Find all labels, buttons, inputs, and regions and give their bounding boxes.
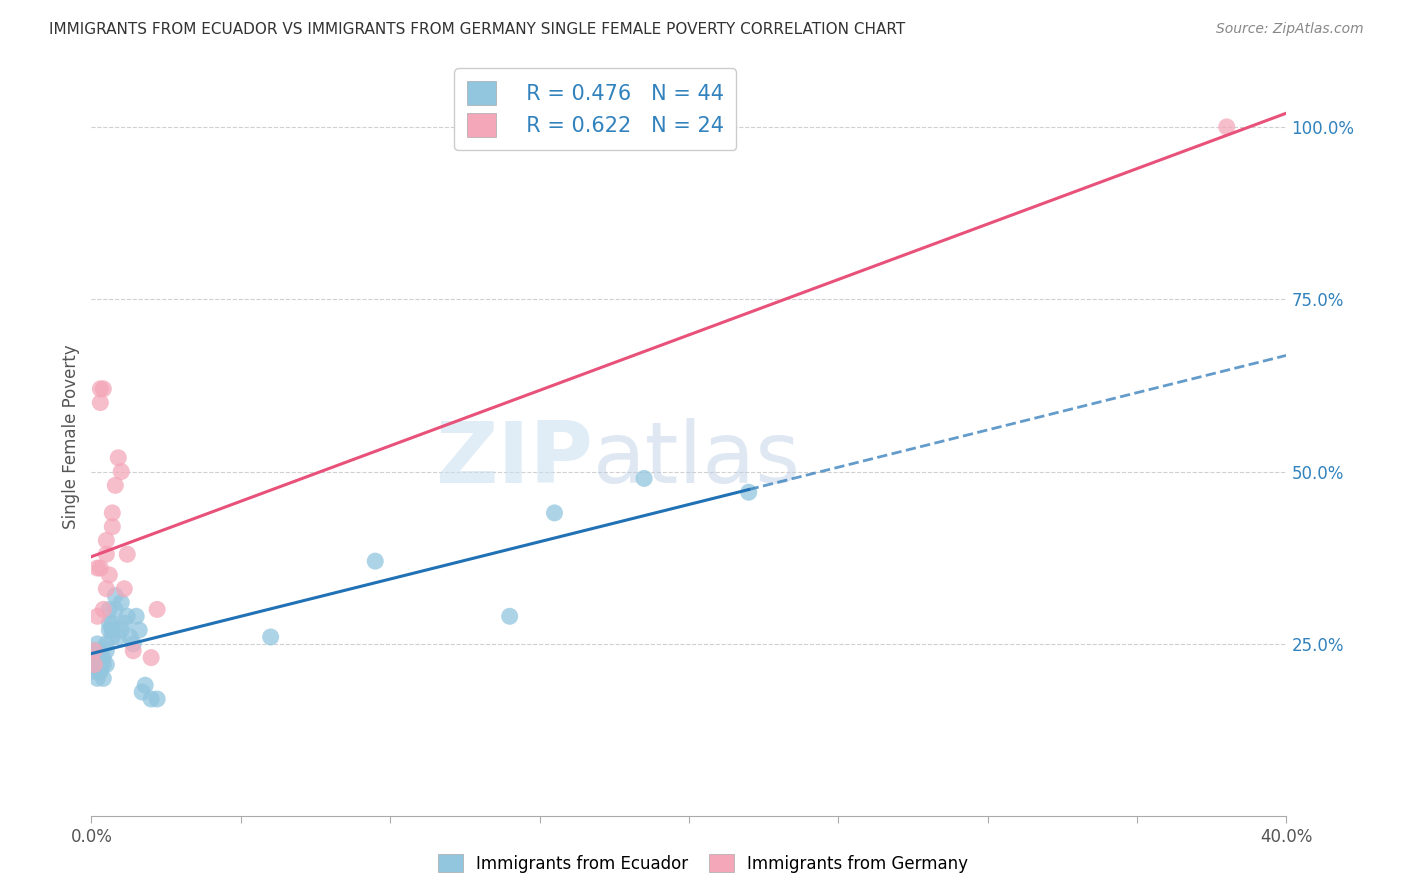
Point	[96, 547, 118, 561]
Point	[141, 650, 163, 665]
Point	[112, 582, 135, 596]
Point	[86, 561, 108, 575]
Point	[104, 602, 127, 616]
Point	[104, 589, 127, 603]
Point	[101, 519, 124, 533]
Point	[110, 595, 132, 609]
Point	[93, 382, 115, 396]
Point	[89, 382, 111, 396]
Point	[89, 650, 111, 665]
Point	[83, 657, 105, 672]
Point	[141, 692, 163, 706]
Point	[543, 506, 565, 520]
Point	[120, 630, 142, 644]
Point	[93, 602, 115, 616]
Point	[110, 465, 132, 479]
Point	[499, 609, 522, 624]
Point	[89, 561, 111, 575]
Point	[115, 609, 138, 624]
Point	[101, 623, 124, 637]
Point	[98, 616, 121, 631]
Point	[131, 685, 153, 699]
Point	[96, 657, 118, 672]
Point	[96, 533, 118, 548]
Legend:   R = 0.476   N = 44,   R = 0.622   N = 24: R = 0.476 N = 44, R = 0.622 N = 24	[454, 69, 737, 150]
Point	[737, 485, 759, 500]
Point	[83, 644, 105, 658]
Point	[83, 644, 105, 658]
Point	[122, 637, 145, 651]
Point	[107, 630, 129, 644]
Point	[110, 623, 132, 637]
Text: atlas: atlas	[593, 418, 801, 501]
Point	[98, 602, 121, 616]
Point	[112, 616, 135, 631]
Text: Source: ZipAtlas.com: Source: ZipAtlas.com	[1216, 22, 1364, 37]
Legend: Immigrants from Ecuador, Immigrants from Germany: Immigrants from Ecuador, Immigrants from…	[432, 847, 974, 880]
Point	[122, 644, 145, 658]
Point	[96, 644, 118, 658]
Point	[86, 637, 108, 651]
Point	[364, 554, 387, 568]
Point	[93, 671, 115, 685]
Point	[89, 644, 111, 658]
Point	[89, 665, 111, 679]
Point	[83, 657, 105, 672]
Point	[93, 657, 115, 672]
Point	[1216, 120, 1239, 134]
Point	[86, 609, 108, 624]
Text: ZIP: ZIP	[436, 418, 593, 501]
Point	[98, 568, 121, 582]
Point	[93, 650, 115, 665]
Text: IMMIGRANTS FROM ECUADOR VS IMMIGRANTS FROM GERMANY SINGLE FEMALE POVERTY CORRELA: IMMIGRANTS FROM ECUADOR VS IMMIGRANTS FR…	[49, 22, 905, 37]
Point	[128, 623, 150, 637]
Point	[86, 671, 108, 685]
Point	[86, 657, 108, 672]
Point	[96, 582, 118, 596]
Point	[86, 650, 108, 665]
Point	[98, 623, 121, 637]
Point	[101, 616, 124, 631]
Point	[633, 471, 655, 485]
Point	[101, 506, 124, 520]
Point	[259, 630, 281, 644]
Point	[107, 450, 129, 465]
Point	[89, 657, 111, 672]
Point	[83, 665, 105, 679]
Point	[146, 692, 169, 706]
Point	[125, 609, 148, 624]
Point	[96, 637, 118, 651]
Point	[104, 478, 127, 492]
Point	[101, 630, 124, 644]
Point	[134, 678, 156, 692]
Y-axis label: Single Female Poverty: Single Female Poverty	[62, 345, 80, 529]
Point	[146, 602, 169, 616]
Point	[89, 395, 111, 409]
Point	[115, 547, 138, 561]
